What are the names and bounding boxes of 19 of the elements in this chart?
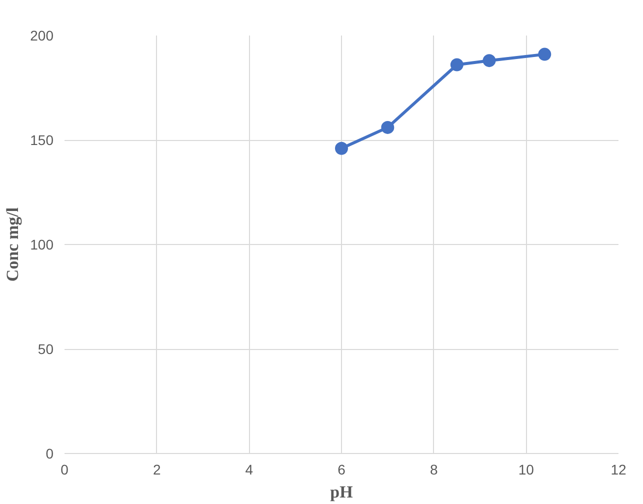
y-tick-label: 200 — [30, 28, 54, 44]
x-tick-label: 6 — [338, 462, 346, 478]
x-axis-title: pH — [330, 482, 353, 502]
y-tick-label: 50 — [38, 341, 54, 357]
x-tick-label: 0 — [60, 462, 69, 478]
point — [450, 58, 464, 72]
x-tick-label: 4 — [245, 462, 254, 478]
point — [482, 54, 496, 68]
point — [381, 120, 394, 134]
x-tick-label: 10 — [518, 462, 534, 478]
y-axis-title: Conc mg/l — [3, 207, 22, 282]
y-tick-label: 150 — [30, 132, 54, 148]
point — [538, 48, 552, 61]
x-tick-label: 2 — [152, 462, 161, 478]
x-tick-label: 12 — [610, 462, 626, 478]
y-tick-label: 0 — [46, 446, 54, 462]
y-tick-label: 100 — [30, 236, 54, 252]
point — [335, 142, 348, 155]
x-tick-label: 8 — [430, 462, 438, 478]
